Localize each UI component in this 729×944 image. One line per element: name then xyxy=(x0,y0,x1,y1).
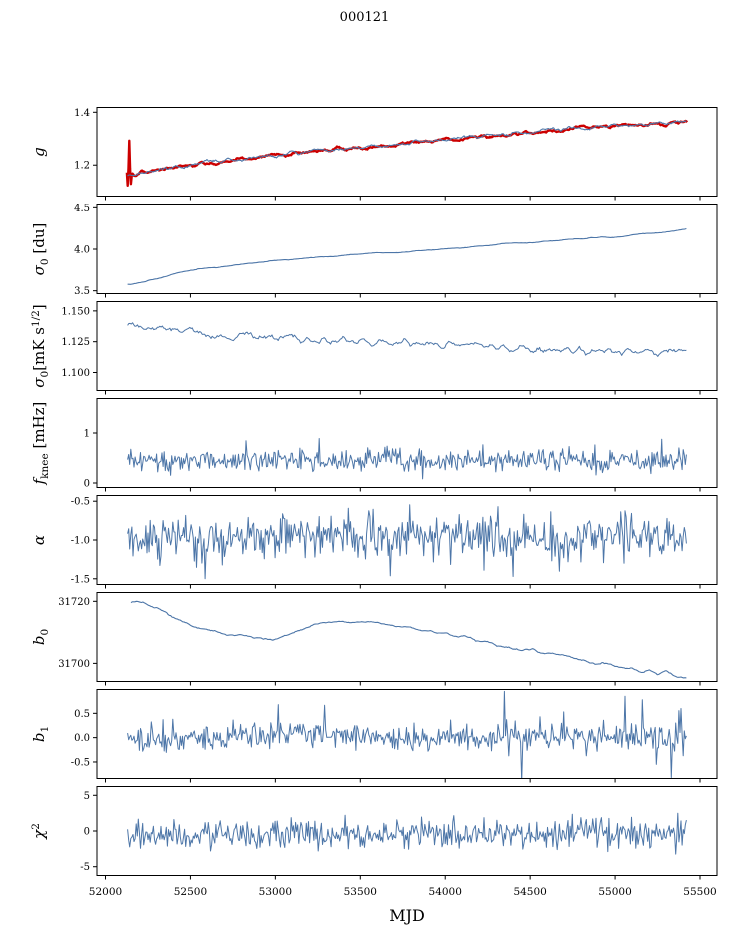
y-tick-label: 1.125 xyxy=(61,337,90,348)
y-axis-label: b1 xyxy=(30,726,51,742)
x-tick-label: 52000 xyxy=(89,886,122,898)
x-tick-label: 53000 xyxy=(259,886,292,898)
y-axis-label: α xyxy=(30,535,48,545)
series-sigma0-du xyxy=(127,227,687,285)
axes-box xyxy=(96,398,718,488)
axes-box xyxy=(96,689,718,779)
y-axis-label: b0 xyxy=(30,629,51,645)
series-g-data-red xyxy=(125,119,689,188)
axes-box xyxy=(96,786,718,876)
y-tick-label: -0.5 xyxy=(71,497,90,508)
y-tick-label: 0.5 xyxy=(74,709,90,720)
x-tick-label: 54500 xyxy=(513,886,546,898)
subplot-sigma0_mK: 1.100 1.125 1.150 σ0[mK s1/2] xyxy=(30,301,718,395)
y-axis-label: σ0[mK s1/2] xyxy=(30,304,51,387)
figure-title: 000121 xyxy=(339,10,390,25)
x-tick-label: 52500 xyxy=(174,886,207,898)
x-axis-area: 52000 52500 53000 53500 54000 54500 55000 55500… xyxy=(89,886,717,925)
series-sigma0-mK xyxy=(127,322,687,357)
y-tick-label: 0.0 xyxy=(74,733,90,744)
y-tick-label: -5 xyxy=(80,862,90,873)
axes-box xyxy=(96,204,718,294)
series-b0 xyxy=(130,600,687,679)
x-axis-label: MJD xyxy=(389,906,425,925)
y-tick-label: 4.5 xyxy=(74,204,90,214)
series-alpha xyxy=(127,504,687,580)
y-tick-label: 0 xyxy=(84,827,90,838)
x-tick-label: 54000 xyxy=(429,886,462,898)
y-axis-label: fknee [mHz] xyxy=(30,402,51,486)
series-b1 xyxy=(127,690,687,779)
y-tick-label: 31700 xyxy=(58,659,90,670)
series-f-knee xyxy=(127,438,687,480)
subplot-b1: -0.5 0.0 0.5 b1 xyxy=(30,689,718,783)
subplot-chi2: -5 0 5 χ2 xyxy=(30,786,718,880)
x-tick-label: 55000 xyxy=(598,886,631,898)
y-tick-label: 1.100 xyxy=(61,368,90,379)
y-tick-label: 3.5 xyxy=(74,286,90,297)
y-tick-label: 31720 xyxy=(58,597,90,608)
subplot-sigma0_du: 3.5 4.0 4.5 σ0 [du] xyxy=(30,204,718,298)
y-tick-label: 1.2 xyxy=(74,161,90,172)
y-tick-label: -1.0 xyxy=(71,536,90,547)
x-tick-label: 55500 xyxy=(683,886,716,898)
y-tick-label: -0.5 xyxy=(71,757,90,768)
y-axis-label: σ0 [du] xyxy=(30,223,51,276)
y-tick-label: 4.0 xyxy=(74,245,90,256)
axes-box xyxy=(96,301,718,391)
y-axis-label: χ2 xyxy=(30,823,48,840)
y-tick-label: 1.150 xyxy=(61,306,90,317)
axes-box xyxy=(96,107,718,197)
axes-box xyxy=(96,592,718,682)
y-tick-label: 5 xyxy=(84,791,90,802)
subplot-b0: 31700 31720 b0 xyxy=(30,592,718,686)
plots-container: 1.2 1.4 g 3.5 4.0 4.5 σ0 [du] 1.100 1.125 1.150 σ0… xyxy=(0,107,729,939)
subplot-alpha: -1.5 -1.0 -0.5 α xyxy=(30,495,718,589)
y-axis-label: g xyxy=(30,147,48,157)
y-tick-label: 1 xyxy=(84,429,90,440)
series-g-fit-blue xyxy=(127,120,687,177)
subplot-g: 1.2 1.4 g xyxy=(30,107,718,201)
y-tick-label: 1.4 xyxy=(74,108,90,119)
x-tick-label: 53500 xyxy=(344,886,377,898)
series-chi2 xyxy=(127,812,687,855)
y-tick-label: 0 xyxy=(84,479,90,490)
y-tick-label: -1.5 xyxy=(71,574,90,585)
subplot-f_knee: 0 1 fknee [mHz] xyxy=(30,398,718,492)
